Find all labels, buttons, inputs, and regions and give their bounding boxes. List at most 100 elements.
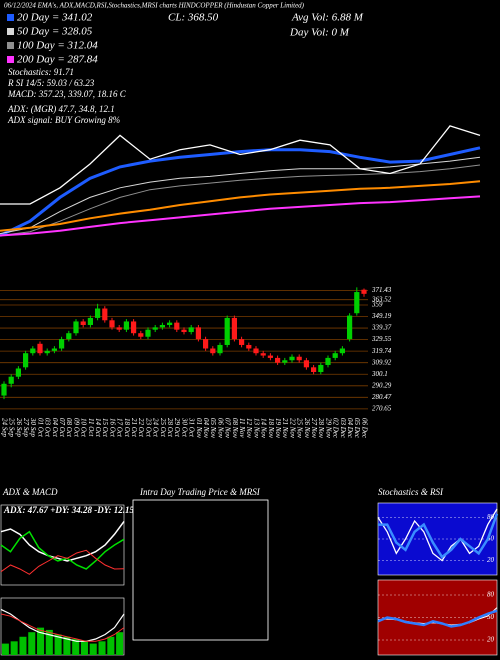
y-tick-label: 280.47 [372, 393, 392, 401]
y-tick-label: 319.74 [371, 347, 392, 355]
y-tick-label: 290.29 [372, 381, 392, 389]
x-tick-label: 25 Nov [296, 418, 304, 439]
panel-background [132, 499, 269, 641]
x-tick-label: 05 Nov [209, 418, 217, 439]
x-tick-label: 22 Oct [137, 418, 145, 438]
legend-swatch [7, 28, 14, 35]
candle-body [37, 343, 43, 354]
x-tick-label: 31 Oct [188, 417, 196, 438]
candle-body [332, 353, 338, 358]
candle-body [51, 348, 57, 351]
candle-body [347, 315, 353, 340]
candle-body [231, 317, 237, 340]
annotation: ADX: 47.67 +DY: 34.28 -DY: 12.15 [3, 505, 134, 515]
candle-body [102, 308, 108, 321]
annotation: ADX signal: BUY Growing 8% [7, 115, 120, 125]
candle-body [224, 317, 230, 345]
x-tick-label: 30 Oct [180, 417, 188, 438]
histogram-bar [45, 629, 53, 655]
candle-body [80, 321, 86, 325]
y-tick-label: 50 [487, 613, 495, 621]
x-tick-label: 21 Oct [130, 418, 138, 438]
histogram-bar [72, 639, 80, 655]
x-tick-label: 15 Oct [101, 418, 109, 438]
x-tick-label: 26 Sep [15, 418, 23, 437]
panel-background [0, 504, 125, 586]
x-tick-label: 09 Oct [72, 418, 80, 438]
candle-body [181, 329, 187, 333]
candle-body [311, 367, 317, 373]
series-line [0, 549, 125, 575]
candle-body [210, 348, 216, 354]
y-tick-label: 359 [371, 301, 383, 309]
candle-body [138, 333, 144, 337]
y-tick-label: 349.19 [371, 312, 392, 320]
series-line [0, 613, 125, 642]
x-tick-label: 07 Nov [224, 418, 232, 439]
panel-title: ADX & MACD [2, 487, 58, 497]
candle-body [267, 355, 273, 358]
y-tick-label: 329.55 [371, 335, 392, 343]
series-line [377, 508, 498, 562]
x-tick-label: 26 Nov [303, 418, 311, 439]
panel-title: Intra Day Trading Price & MRSI [139, 487, 261, 497]
series-line [0, 180, 481, 232]
candle-body [188, 327, 194, 333]
x-tick-label: 30 Sep [29, 417, 37, 437]
x-tick-label: 18 Oct [123, 418, 131, 438]
x-tick-label: 28 Oct [166, 418, 174, 438]
candle-body [282, 360, 288, 363]
annotation: Day Vol: 0 M [289, 27, 350, 39]
x-tick-label: 25 Sep [8, 418, 16, 437]
candle-body [152, 327, 158, 330]
x-tick-label: 08 Oct [65, 418, 73, 438]
histogram-bar [98, 641, 106, 655]
candle-body [44, 350, 50, 354]
panel-title: Stochastics & RSI [378, 487, 444, 497]
series-line [0, 164, 481, 236]
legend-swatch [7, 14, 14, 21]
x-tick-label: 29 Nov [324, 418, 332, 439]
x-tick-label: 17 Oct [116, 418, 124, 438]
y-tick-label: 300.1 [371, 370, 388, 378]
candle-body [260, 353, 266, 356]
candle-body [275, 357, 281, 363]
histogram-bar [80, 641, 88, 655]
histogram-bar [19, 636, 27, 655]
x-tick-label: 23 Oct [144, 418, 152, 438]
series-line [0, 146, 481, 237]
candle-body [325, 357, 331, 365]
x-tick-label: 04 Dec [346, 418, 354, 439]
candle-body [253, 348, 259, 354]
series-line [0, 125, 481, 205]
candle-body [8, 376, 14, 384]
y-tick-label: 80 [487, 513, 495, 521]
candle-body [296, 356, 302, 361]
y-tick-label: 80 [487, 591, 495, 599]
candle-body [217, 344, 223, 354]
series-line [377, 609, 498, 628]
legend-swatch [7, 42, 14, 49]
histogram-bar [116, 632, 124, 655]
candle-body [318, 364, 324, 373]
candle-body [87, 317, 93, 325]
x-tick-label: 14 Nov [260, 418, 268, 439]
candle-body [109, 320, 115, 328]
candle-body [159, 324, 165, 328]
x-tick-label: 28 Nov [317, 418, 325, 439]
x-tick-label: 13 Nov [252, 418, 260, 439]
histogram-bar [1, 643, 9, 655]
histogram-bar [54, 634, 62, 655]
y-tick-label: 339.37 [371, 324, 392, 332]
candle-body [123, 321, 129, 330]
x-tick-label: 21 Nov [281, 418, 289, 439]
histogram-bar [63, 636, 71, 655]
legend-entry: 50 Day = 328.05 [17, 26, 93, 38]
x-tick-label: 06 Nov [216, 418, 224, 439]
x-tick-label: 24 Sep [0, 418, 8, 437]
x-tick-label: 06 Dec [360, 418, 368, 439]
panel-frame [132, 499, 269, 641]
candle-body [303, 360, 309, 368]
candle-body [361, 289, 367, 294]
